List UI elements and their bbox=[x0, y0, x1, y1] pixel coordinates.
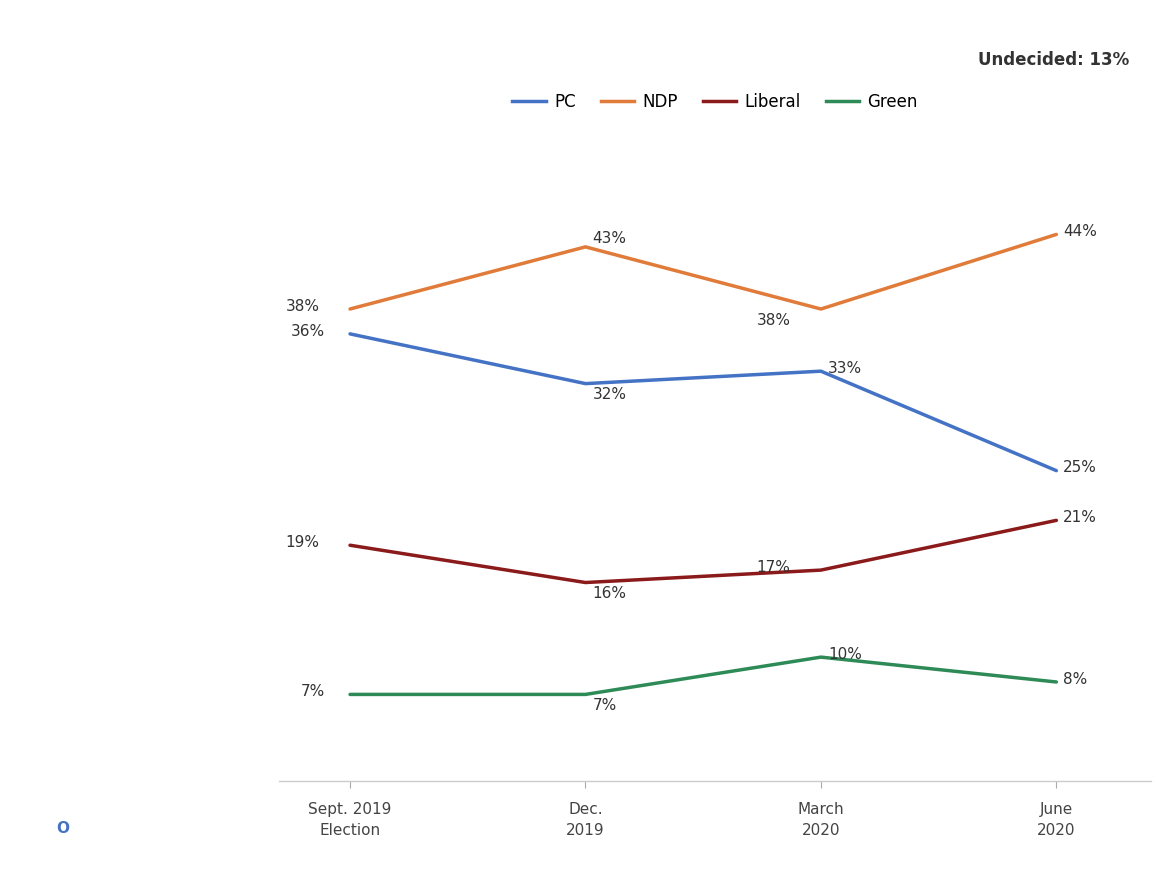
Text: 16%: 16% bbox=[593, 586, 627, 601]
Text: 32%: 32% bbox=[593, 387, 627, 402]
Text: 19%: 19% bbox=[285, 535, 319, 550]
Text: 38%: 38% bbox=[756, 313, 790, 328]
Text: Undecided: 13%: Undecided: 13% bbox=[978, 51, 1129, 69]
Legend: PC, NDP, Liberal, Green: PC, NDP, Liberal, Green bbox=[506, 86, 924, 118]
Text: 10%: 10% bbox=[828, 646, 862, 662]
Text: 21%: 21% bbox=[1064, 510, 1098, 525]
Text: IN WINNIPEG: IN WINNIPEG bbox=[20, 138, 234, 166]
Text: Q1/2. “If a provincial election were
held tomorrow, which party’s
candidate woul: Q1/2. “If a provincial election were hel… bbox=[20, 351, 223, 480]
Text: 38%: 38% bbox=[285, 298, 319, 313]
Text: 44%: 44% bbox=[1064, 224, 1098, 239]
Text: 43%: 43% bbox=[593, 231, 627, 246]
Text: Base: Winnipeg adults (N=600): Base: Winnipeg adults (N=600) bbox=[20, 733, 207, 746]
Text: PARTY SUPPORT: PARTY SUPPORT bbox=[20, 84, 288, 113]
Text: 7%: 7% bbox=[301, 684, 325, 699]
Text: 17%: 17% bbox=[756, 559, 790, 575]
Text: 7%: 7% bbox=[593, 698, 616, 713]
Text: TRACKING: TRACKING bbox=[20, 253, 156, 277]
Text: BE: BE bbox=[75, 821, 97, 836]
Text: 36%: 36% bbox=[291, 323, 325, 338]
Text: PR: PR bbox=[20, 821, 43, 836]
Text: O: O bbox=[56, 821, 69, 836]
Text: RESEARCH INC.: RESEARCH INC. bbox=[109, 821, 232, 836]
Text: 25%: 25% bbox=[1064, 460, 1098, 475]
Text: 8%: 8% bbox=[1064, 671, 1087, 686]
Text: 33%: 33% bbox=[828, 361, 862, 376]
